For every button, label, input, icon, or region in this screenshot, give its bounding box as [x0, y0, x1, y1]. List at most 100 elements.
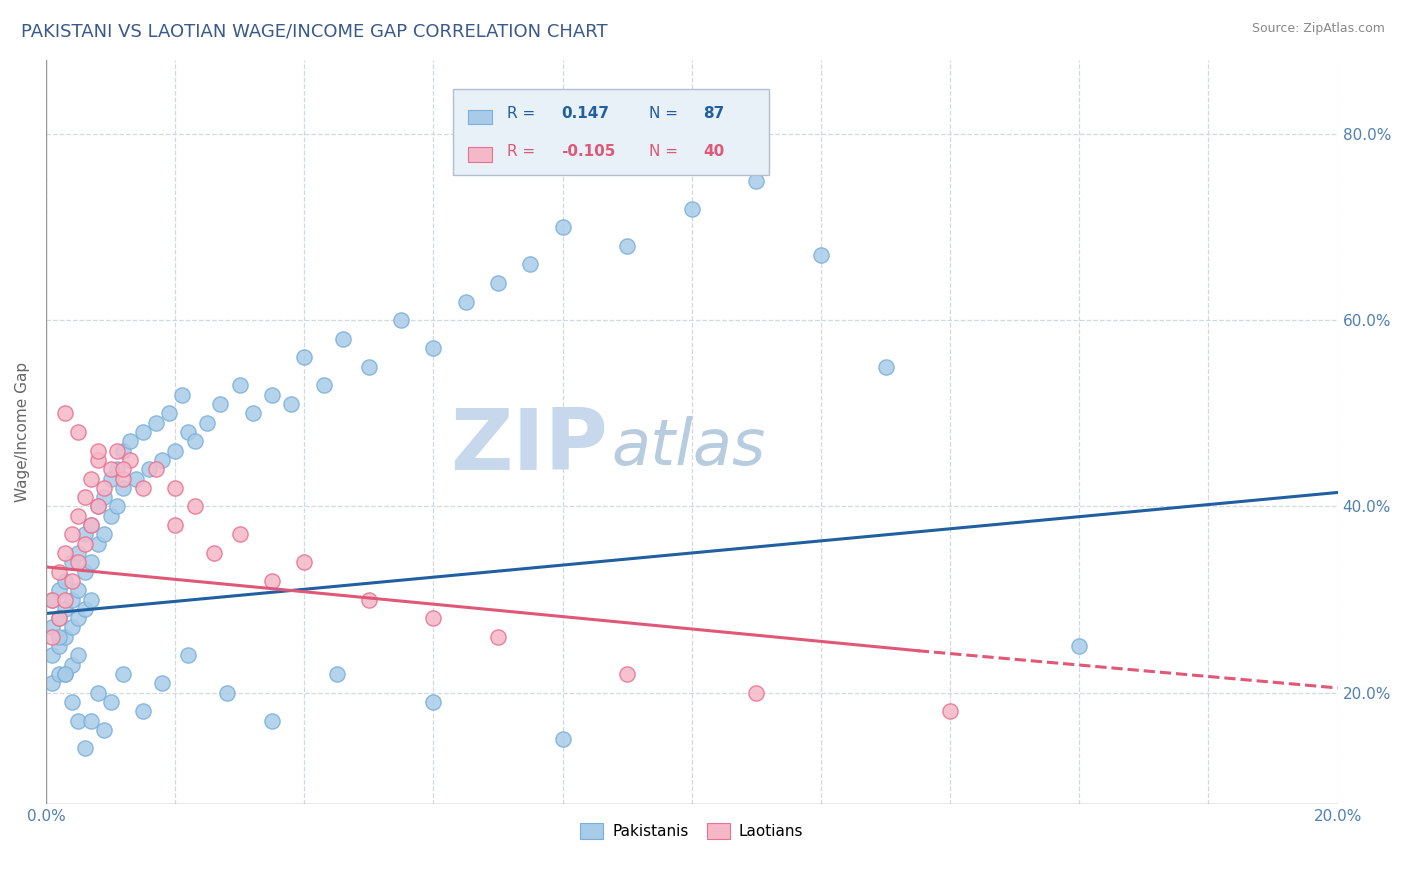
- Point: [48, 583, 70, 598]
- Point: [67, 425, 90, 439]
- Point: [125, 471, 148, 485]
- FancyBboxPatch shape: [468, 147, 492, 161]
- Point: [53, 406, 76, 420]
- Point: [73, 490, 96, 504]
- Point: [53, 667, 76, 681]
- Point: [60, 592, 83, 607]
- Point: [209, 397, 232, 411]
- Point: [73, 527, 96, 541]
- Point: [112, 667, 135, 681]
- Point: [100, 508, 122, 523]
- Point: [80, 592, 103, 607]
- Point: [170, 388, 193, 402]
- Text: N =: N =: [650, 144, 678, 159]
- Point: [197, 416, 219, 430]
- Point: [73, 565, 96, 579]
- Point: [100, 471, 122, 485]
- Point: [389, 313, 412, 327]
- Point: [86, 500, 108, 514]
- Point: [67, 714, 90, 728]
- Point: [745, 173, 768, 187]
- Point: [132, 481, 155, 495]
- Point: [100, 462, 122, 476]
- Point: [280, 397, 302, 411]
- Point: [145, 416, 167, 430]
- Point: [260, 574, 283, 588]
- Point: [67, 583, 90, 598]
- Point: [150, 453, 173, 467]
- Point: [132, 704, 155, 718]
- Point: [112, 481, 135, 495]
- Point: [118, 453, 141, 467]
- Point: [132, 425, 155, 439]
- Point: [177, 648, 200, 663]
- Point: [422, 611, 444, 625]
- Point: [681, 202, 703, 216]
- Point: [86, 500, 108, 514]
- Point: [551, 220, 574, 235]
- Point: [105, 462, 128, 476]
- Point: [93, 481, 115, 495]
- Point: [100, 695, 122, 709]
- Point: [145, 462, 167, 476]
- Point: [1069, 639, 1091, 653]
- Point: [454, 294, 477, 309]
- Point: [105, 500, 128, 514]
- Y-axis label: Wage/Income Gap: Wage/Income Gap: [15, 362, 30, 502]
- Point: [138, 462, 160, 476]
- Point: [165, 443, 187, 458]
- Point: [67, 611, 90, 625]
- Point: [53, 630, 76, 644]
- Point: [202, 546, 225, 560]
- Point: [53, 667, 76, 681]
- Point: [939, 704, 962, 718]
- Point: [73, 741, 96, 756]
- Point: [48, 611, 70, 625]
- Point: [60, 620, 83, 634]
- Point: [93, 527, 115, 541]
- Point: [86, 685, 108, 699]
- Point: [41, 592, 63, 607]
- Text: ZIP: ZIP: [450, 405, 607, 488]
- Point: [60, 657, 83, 672]
- Point: [86, 443, 108, 458]
- Point: [80, 471, 103, 485]
- Point: [41, 620, 63, 634]
- Point: [745, 685, 768, 699]
- Point: [73, 536, 96, 550]
- Point: [875, 359, 897, 374]
- Text: -0.105: -0.105: [561, 144, 616, 159]
- Point: [67, 546, 90, 560]
- Point: [150, 676, 173, 690]
- Point: [93, 490, 115, 504]
- Point: [112, 471, 135, 485]
- Point: [183, 434, 205, 449]
- Point: [86, 536, 108, 550]
- Point: [486, 630, 509, 644]
- Point: [242, 406, 264, 420]
- Point: [60, 555, 83, 569]
- Point: [260, 388, 283, 402]
- Point: [157, 406, 180, 420]
- Point: [41, 630, 63, 644]
- Point: [183, 500, 205, 514]
- Point: [422, 341, 444, 355]
- Point: [810, 248, 832, 262]
- Point: [292, 555, 315, 569]
- Point: [118, 434, 141, 449]
- Text: atlas: atlas: [612, 416, 766, 478]
- Point: [60, 527, 83, 541]
- Point: [67, 555, 90, 569]
- Point: [53, 602, 76, 616]
- Point: [48, 630, 70, 644]
- Point: [486, 276, 509, 290]
- Point: [519, 257, 541, 271]
- Point: [112, 443, 135, 458]
- Point: [86, 453, 108, 467]
- Point: [215, 685, 238, 699]
- Point: [93, 723, 115, 737]
- Point: [80, 518, 103, 533]
- Text: 40: 40: [703, 144, 724, 159]
- Point: [165, 481, 187, 495]
- Text: R =: R =: [508, 106, 536, 121]
